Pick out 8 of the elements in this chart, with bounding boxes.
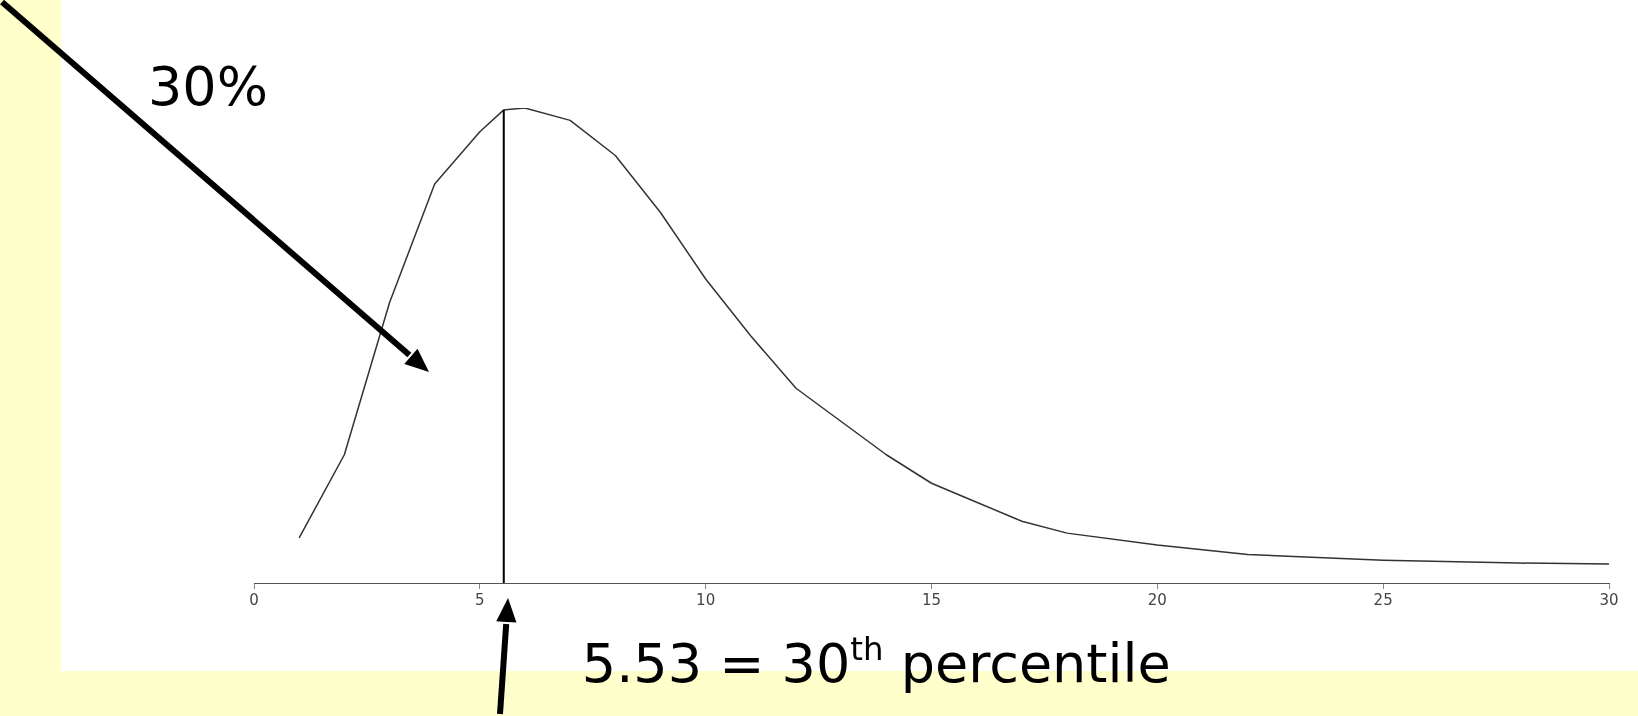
- x-tick-label: 15: [921, 590, 942, 609]
- x-tick-label: 0: [249, 590, 259, 609]
- x-tick-label: 30: [1599, 590, 1619, 609]
- x-tick-label: 10: [696, 590, 716, 609]
- x-tick-label: 25: [1373, 590, 1393, 609]
- x-tick-label: 5: [475, 590, 485, 609]
- x-tick-label: 20: [1147, 590, 1167, 609]
- annotation: 30%: [148, 55, 269, 118]
